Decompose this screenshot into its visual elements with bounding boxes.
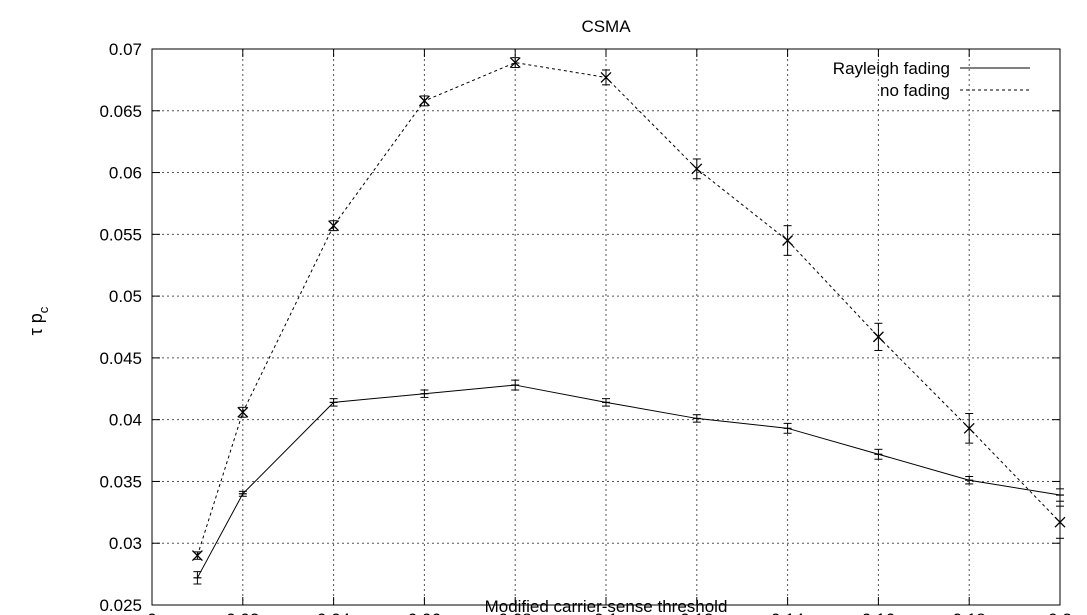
chart-title: CSMA	[581, 17, 631, 36]
y-tick-label: 0.065	[99, 102, 142, 121]
x-tick-label: 0.16	[862, 610, 895, 615]
legend-label: no fading	[880, 81, 950, 100]
data-point	[509, 57, 521, 69]
marker-stroke	[600, 71, 612, 83]
x-tick-label: 0.06	[408, 610, 441, 615]
grid	[152, 49, 1060, 605]
x-tick-label: 0.14	[771, 610, 804, 615]
marker-stroke	[691, 163, 703, 175]
marker-stroke	[872, 331, 884, 343]
x-tick-label: 0.02	[226, 610, 259, 615]
data-point	[600, 71, 612, 83]
y-tick-label: 0.03	[109, 534, 142, 553]
x-tick-label: 0.18	[953, 610, 986, 615]
marker-stroke	[782, 235, 794, 246]
x-tick-label: 0.2	[1048, 610, 1072, 615]
y-axis-label-main: τ p	[26, 313, 46, 335]
y-axis-label-subscript: c	[36, 306, 51, 313]
x-axis: 0 0.02 0.04 0.06 0.08 0.1 0.12 0.14 0.16 0.18 0.2	[147, 49, 1072, 615]
y-tick-label: 0.025	[99, 596, 142, 615]
y-axis-label: τ pc	[26, 306, 51, 335]
x-tick-label: 0	[147, 610, 156, 615]
marker-stroke	[963, 422, 975, 434]
marker-stroke	[328, 220, 340, 232]
series-rayleigh-fading	[193, 379, 1064, 585]
series-layer	[191, 57, 1066, 585]
data-point	[237, 406, 249, 418]
x-tick-label: 0.04	[317, 610, 350, 615]
svg-text:τ pc: τ pc	[26, 306, 51, 335]
marker-stroke	[191, 550, 203, 562]
marker-stroke	[418, 95, 430, 107]
marker-stroke	[1054, 516, 1066, 528]
y-axis: 0.025 0.03 0.035 0.04 0.045 0.05 0.055 0.06 0.06…	[99, 40, 1060, 615]
series-no-fading	[191, 57, 1066, 562]
x-tick-label: 0.1	[594, 610, 618, 615]
data-point	[418, 95, 430, 107]
y-tick-label: 0.035	[99, 472, 142, 491]
data-point	[782, 235, 794, 246]
data-point	[191, 550, 203, 562]
marker-stroke	[237, 406, 249, 418]
y-tick-label: 0.07	[109, 40, 142, 59]
y-tick-label: 0.04	[109, 411, 142, 430]
data-point	[691, 163, 703, 175]
x-axis-label: Modified carrier-sense threshold	[485, 597, 728, 615]
data-point	[328, 220, 340, 232]
legend: Rayleigh fading no fading	[833, 59, 1030, 100]
x-tick-label: 0.12	[680, 610, 713, 615]
x-tick-label: 0.08	[499, 610, 532, 615]
legend-label: Rayleigh fading	[833, 59, 950, 78]
data-point	[1054, 516, 1066, 528]
y-tick-label: 0.05	[109, 287, 142, 306]
marker-stroke	[509, 57, 521, 69]
y-tick-label: 0.045	[99, 349, 142, 368]
y-tick-label: 0.055	[99, 225, 142, 244]
data-point	[963, 422, 975, 434]
y-tick-label: 0.06	[109, 164, 142, 183]
data-point	[872, 331, 884, 343]
